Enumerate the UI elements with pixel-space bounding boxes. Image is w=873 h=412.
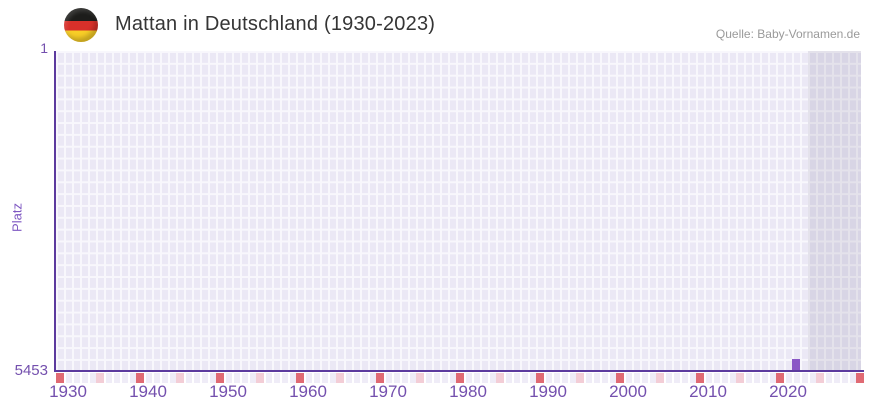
future-region-shade <box>808 51 861 371</box>
decade-marker-1940 <box>136 373 144 383</box>
half-decade-marker-1995 <box>576 373 584 383</box>
x-tick-1990: 1990 <box>529 382 567 401</box>
half-decade-marker-1935 <box>96 373 104 383</box>
half-decade-marker-1955 <box>256 373 264 383</box>
decade-marker-1950 <box>216 373 224 383</box>
x-tick-1970: 1970 <box>369 382 407 401</box>
decade-marker-1960 <box>296 373 304 383</box>
x-tick-1960: 1960 <box>289 382 327 401</box>
decade-marker-1980 <box>456 373 464 383</box>
x-tick-2020: 2020 <box>769 382 807 401</box>
half-decade-marker-1975 <box>416 373 424 383</box>
decade-marker-2000 <box>616 373 624 383</box>
half-decade-marker-2015 <box>736 373 744 383</box>
x-axis-line <box>54 370 864 372</box>
decade-marker-1990 <box>536 373 544 383</box>
half-decade-marker-1985 <box>496 373 504 383</box>
rank-bar-2022[interactable] <box>792 358 800 371</box>
decade-marker-1930 <box>56 373 64 383</box>
x-tick-1980: 1980 <box>449 382 487 401</box>
y-axis-line <box>54 51 56 372</box>
x-tick-1950: 1950 <box>209 382 247 401</box>
decade-marker-2030 <box>856 373 864 383</box>
half-decade-marker-1965 <box>336 373 344 383</box>
x-tick-1940: 1940 <box>129 382 167 401</box>
source-link[interactable]: Quelle: Baby-Vornamen.de <box>715 27 860 41</box>
half-decade-marker-1945 <box>176 373 184 383</box>
decade-marker-2020 <box>776 373 784 383</box>
y-tick-best-rank: 1 <box>40 40 48 56</box>
year-marker-strip <box>56 373 866 383</box>
x-tick-2010: 2010 <box>689 382 727 401</box>
x-tick-2000: 2000 <box>609 382 647 401</box>
decade-marker-2010 <box>696 373 704 383</box>
x-tick-1930: 1930 <box>49 382 87 401</box>
germany-flag-icon <box>64 8 98 42</box>
decade-marker-1970 <box>376 373 384 383</box>
y-tick-worst-rank: 5453 <box>14 362 48 379</box>
plot-area <box>56 51 861 371</box>
half-decade-marker-2005 <box>656 373 664 383</box>
half-decade-marker-2025 <box>816 373 824 383</box>
page-title: Mattan in Deutschland (1930-2023) <box>115 13 436 35</box>
